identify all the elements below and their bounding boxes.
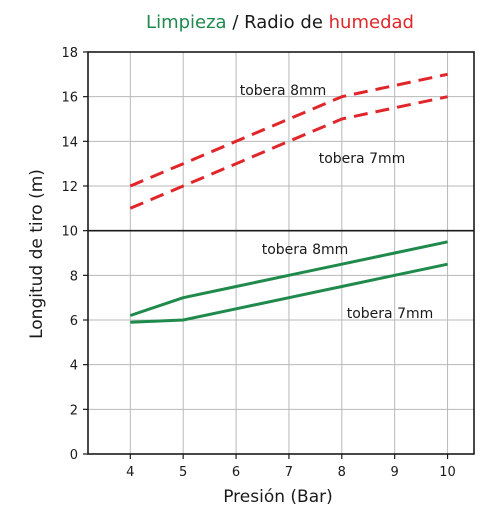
y-tick-label-12: 12: [61, 180, 78, 195]
y-axis-label: Longitud de tiro (m): [27, 169, 47, 339]
series-label-limpieza-8mm: tobera 8mm: [262, 242, 349, 258]
plot-frame: [87, 51, 475, 455]
y-tick-label-4: 4: [70, 359, 78, 374]
series-label-limpieza-7mm: tobera 7mm: [347, 306, 434, 322]
y-tick-label-8: 8: [70, 269, 78, 284]
y-tick-label-14: 14: [61, 135, 78, 150]
series-label-humedad-7mm: tobera 7mm: [319, 151, 406, 167]
x-tick-label-6: 6: [232, 465, 240, 480]
grid: [88, 52, 474, 454]
y-tick-label-18: 18: [61, 46, 78, 61]
series-label-humedad-8mm: tobera 8mm: [240, 83, 327, 99]
y-tick-label-16: 16: [61, 91, 78, 106]
series-line-limpieza-2: [129, 240, 448, 317]
y-tick-label-10: 10: [61, 225, 78, 240]
x-tick-label-9: 9: [391, 465, 399, 480]
series-layer: [129, 72, 448, 324]
chart-title: Limpieza / Radio de humedad: [146, 12, 414, 33]
series-line-limpieza-3: [130, 262, 448, 324]
title-part-separator: / Radio de: [227, 12, 329, 33]
y-tick-label-0: 0: [70, 448, 78, 463]
x-ticks: 4 5 6 7 8 9 10: [126, 454, 456, 480]
title-part-humedad: humedad: [329, 12, 414, 33]
series-line-humedad-0: [129, 72, 448, 188]
x-tick-label-10: 10: [439, 465, 456, 480]
x-tick-label-5: 5: [179, 465, 187, 480]
x-tick-label-7: 7: [285, 465, 293, 480]
x-tick-label-4: 4: [126, 465, 134, 480]
series-line-humedad-1: [129, 95, 448, 210]
x-axis-label: Presión (Bar): [223, 487, 333, 507]
y-tick-label-2: 2: [70, 403, 78, 418]
y-ticks: 0 2 4 6 8 10 12 14 16 18: [61, 46, 88, 463]
plot-area: [88, 52, 474, 454]
y-tick-label-6: 6: [70, 314, 78, 329]
x-tick-label-8: 8: [338, 465, 346, 480]
title-part-limpieza: Limpieza: [146, 12, 227, 33]
